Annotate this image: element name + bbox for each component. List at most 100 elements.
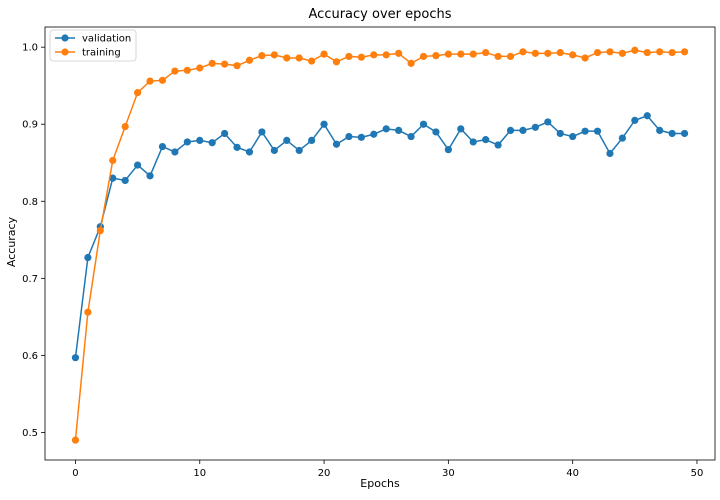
data-point-validation-41 <box>581 127 589 135</box>
x-tick-label-30: 30 <box>442 468 455 479</box>
data-point-validation-9 <box>183 138 191 146</box>
legend-entry-validation: validation <box>55 34 131 45</box>
data-point-training-35 <box>506 52 515 61</box>
data-point-validation-8 <box>171 148 179 156</box>
data-point-validation-32 <box>469 138 477 146</box>
data-point-training-26 <box>395 49 403 57</box>
data-point-validation-11 <box>208 139 216 147</box>
data-point-validation-24 <box>370 130 378 138</box>
data-point-training-39 <box>556 48 564 57</box>
data-point-training-11 <box>208 59 216 67</box>
series-line-training <box>74 49 685 441</box>
data-point-validation-26 <box>395 126 403 134</box>
data-point-training-45 <box>631 46 639 54</box>
data-point-validation-43 <box>606 149 614 158</box>
data-point-validation-5 <box>134 161 142 169</box>
data-point-training-7 <box>158 76 167 84</box>
data-point-training-34 <box>494 52 502 61</box>
y-tick-label-0.7: 0.7 <box>22 274 38 285</box>
data-point-validation-45 <box>631 116 639 124</box>
data-point-training-5 <box>134 89 142 97</box>
data-point-validation-40 <box>569 132 577 141</box>
data-point-training-22 <box>345 52 353 61</box>
data-point-validation-27 <box>407 132 415 141</box>
data-point-validation-30 <box>444 146 452 154</box>
data-point-validation-7 <box>158 142 167 151</box>
data-point-validation-22 <box>345 132 353 141</box>
data-point-training-48 <box>668 48 676 57</box>
legend-entry-training: training <box>55 48 121 59</box>
data-point-validation-15 <box>258 128 266 136</box>
axes-frame <box>44 26 716 461</box>
legend-marker-training <box>61 48 69 56</box>
data-point-training-2 <box>96 226 104 235</box>
data-point-training-20 <box>320 50 328 58</box>
data-point-validation-48 <box>668 129 676 138</box>
data-point-validation-42 <box>593 127 602 135</box>
data-point-validation-46 <box>643 112 651 120</box>
y-tick-label-0.6: 0.6 <box>22 351 38 362</box>
data-point-validation-0 <box>71 354 80 362</box>
data-point-validation-36 <box>519 126 527 134</box>
data-point-validation-14 <box>245 148 254 156</box>
data-point-validation-35 <box>506 126 515 134</box>
y-tick-label-0.9: 0.9 <box>22 120 38 131</box>
data-point-training-0 <box>71 436 80 444</box>
data-point-validation-29 <box>432 128 440 136</box>
series-training <box>71 46 689 444</box>
data-point-training-38 <box>544 49 552 57</box>
data-point-training-17 <box>283 54 291 62</box>
data-point-validation-3 <box>109 174 117 182</box>
series-validation <box>71 112 689 362</box>
data-point-training-33 <box>482 48 490 57</box>
data-point-training-9 <box>183 66 191 74</box>
data-point-validation-28 <box>419 120 428 128</box>
chart-title: Accuracy over epochs <box>309 7 452 22</box>
data-point-training-27 <box>407 59 415 67</box>
data-point-validation-31 <box>457 125 465 133</box>
data-point-training-29 <box>432 52 440 60</box>
x-tick-label-40: 40 <box>566 468 579 479</box>
data-point-validation-44 <box>618 134 626 142</box>
data-point-validation-13 <box>233 143 241 151</box>
data-point-training-41 <box>581 54 589 62</box>
x-tick-label-20: 20 <box>318 468 331 479</box>
data-point-training-16 <box>270 51 278 59</box>
data-point-validation-49 <box>680 129 689 138</box>
data-point-training-47 <box>656 48 664 56</box>
data-point-training-15 <box>258 52 266 60</box>
data-point-training-14 <box>245 56 254 64</box>
data-point-validation-39 <box>556 129 564 138</box>
y-tick-label-0.8: 0.8 <box>22 197 38 208</box>
legend-label-training: training <box>82 48 121 59</box>
data-point-training-32 <box>469 50 477 58</box>
data-point-validation-17 <box>283 136 291 145</box>
data-point-validation-10 <box>196 136 204 145</box>
data-point-validation-34 <box>494 141 502 149</box>
x-tick-label-50: 50 <box>691 468 704 479</box>
data-point-training-40 <box>569 51 577 59</box>
data-point-validation-19 <box>308 136 316 145</box>
data-point-validation-12 <box>221 129 229 138</box>
data-point-validation-1 <box>84 253 92 262</box>
data-point-training-21 <box>332 58 341 66</box>
data-point-training-28 <box>419 52 428 61</box>
data-point-validation-16 <box>270 146 278 155</box>
x-tick-label-10: 10 <box>193 468 206 479</box>
data-point-training-43 <box>606 48 614 56</box>
data-point-validation-25 <box>382 125 390 133</box>
data-point-training-18 <box>295 54 303 62</box>
x-tick-label-0: 0 <box>72 468 78 479</box>
legend: validation training <box>49 29 137 62</box>
data-point-training-10 <box>196 64 204 72</box>
y-tick-label-0.5: 0.5 <box>22 428 38 439</box>
series-line-validation <box>74 114 685 358</box>
data-point-validation-23 <box>357 133 365 141</box>
legend-marker-validation <box>61 34 69 42</box>
data-point-training-36 <box>519 48 527 56</box>
data-point-training-49 <box>680 48 689 56</box>
data-point-validation-21 <box>332 140 341 148</box>
data-point-validation-38 <box>544 118 552 126</box>
